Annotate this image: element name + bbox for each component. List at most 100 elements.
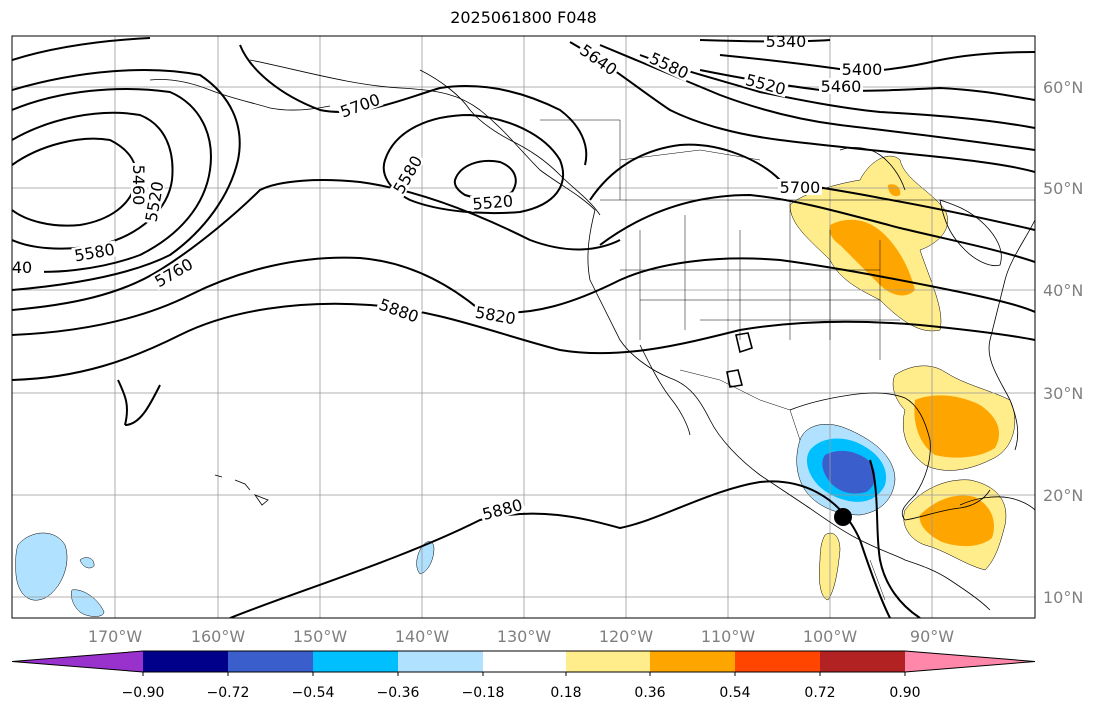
colorbar-tick-label: −0.18 — [462, 685, 505, 701]
colorbar-tick-label: 0.72 — [804, 685, 835, 701]
contour-label-bg — [778, 179, 822, 195]
contour-label: 5580 — [73, 240, 116, 266]
longitude-labels: 170°W 160°W 150°W 140°W 130°W 120°W 110°W 100°W… — [88, 627, 954, 646]
contour-label: 5520 — [744, 70, 788, 99]
contour-5580-west — [12, 88, 212, 273]
contour-5460-west — [12, 137, 138, 227]
contour-label: 5580 — [647, 49, 692, 83]
latitude-label: 10°N — [1043, 588, 1083, 607]
contour-5520-north — [639, 54, 1035, 129]
contour-5880-east — [12, 302, 1035, 381]
positive-anomaly-yucatan-core — [919, 495, 995, 547]
contour-5880-south — [229, 480, 891, 618]
contour-5520-low — [453, 160, 517, 200]
contour-5580-low — [382, 113, 565, 215]
negative-anomaly-sw — [15, 532, 68, 601]
contour-5640-west — [12, 69, 241, 291]
colorbar-segment — [820, 651, 905, 672]
contour-label-bg — [576, 40, 622, 79]
small-closed-contours — [726, 332, 753, 388]
longitude-label: 100°W — [803, 627, 858, 646]
contour-label: 5700 — [780, 178, 821, 197]
latitude-label: 30°N — [1043, 384, 1083, 403]
colorbar — [11, 650, 1036, 673]
colorbar-tick-label: −0.54 — [292, 685, 335, 701]
contour-5700-west — [12, 37, 151, 61]
colorbar-segment — [143, 651, 228, 672]
latitude-label: 60°N — [1043, 78, 1083, 97]
map-title: 2025061800 F048 — [450, 8, 597, 27]
colorbar-tick-label: 0.18 — [550, 685, 581, 701]
contour-label: 40 — [12, 258, 32, 277]
state-borders-horizontal — [620, 269, 900, 321]
shaded-field-layer — [15, 155, 1016, 617]
colorbar-tick-label: 0.36 — [634, 685, 665, 701]
colorbar-tick-label: −0.72 — [207, 685, 250, 701]
latitude-label: 40°N — [1043, 281, 1083, 300]
contour-label-bg — [131, 163, 147, 207]
colorbar-segment — [735, 651, 820, 672]
longitude-label: 140°W — [395, 627, 450, 646]
contour-label-bg — [819, 78, 863, 94]
contour-5760-east — [599, 193, 1035, 263]
contour-5880-southeast — [869, 459, 921, 618]
latitude-labels: 60°N 50°N 40°N 30°N 20°N 10°N — [1043, 78, 1083, 607]
colorbar-segment — [650, 651, 735, 672]
east-coast — [988, 219, 1035, 451]
contour-5820-west — [12, 256, 481, 336]
colorbar-tick-label: −0.36 — [377, 685, 420, 701]
contour-label: 5700 — [338, 90, 383, 122]
contour-label: 5880 — [480, 495, 524, 524]
colorbar-tick-labels: −0.90 −0.72 −0.54 −0.36 −0.18 0.18 0.36 0.54 0.7… — [122, 672, 921, 701]
political-borders — [540, 119, 1035, 601]
colorbar-segment — [398, 651, 483, 672]
contour-5700-low — [239, 44, 588, 166]
colorbar-segment — [483, 651, 566, 672]
negative-anomaly-sw3 — [71, 589, 105, 617]
colorbar-segment — [228, 651, 313, 672]
negative-anomaly-core — [822, 450, 876, 494]
graticule — [12, 36, 1035, 618]
us-mexico-border — [679, 369, 801, 441]
north-america-coast — [249, 59, 991, 611]
latitude-label: 20°N — [1043, 486, 1083, 505]
contour-5640 — [569, 41, 1035, 173]
height-contours — [12, 37, 1035, 618]
contour-label-bg — [336, 90, 384, 121]
longitude-label: 90°W — [910, 627, 954, 646]
contour-5400 — [719, 51, 1035, 74]
canada-provinces — [540, 119, 761, 200]
contour-label: 5460 — [129, 165, 148, 206]
contour-label-bg — [150, 254, 197, 291]
contour-5820-east — [479, 257, 1035, 314]
colorbar-tick-label: −0.90 — [122, 685, 165, 701]
colorbar-tick-label: 0.54 — [719, 685, 750, 701]
contour-label: 5460 — [821, 77, 862, 96]
contour-label-bg — [142, 178, 166, 225]
colorbar-segment — [313, 651, 398, 672]
central-america-border — [869, 559, 886, 601]
cuba — [959, 496, 1035, 511]
positive-anomaly-small — [888, 184, 901, 197]
longitude-label: 130°W — [497, 627, 552, 646]
contour-label-bg — [375, 295, 423, 326]
longitude-label: 150°W — [293, 627, 348, 646]
contour-label: 5580 — [389, 152, 426, 197]
contour-label: 5400 — [842, 60, 883, 79]
contour-label-bg — [71, 240, 118, 264]
contour-label-bg — [472, 303, 519, 327]
contour-label-bg — [645, 48, 693, 82]
map-frame — [11, 35, 1036, 619]
longitude-label: 170°W — [88, 627, 143, 646]
contour-label: 5340 — [766, 32, 807, 51]
alaska-coast — [419, 69, 601, 216]
longitude-label: 120°W — [599, 627, 654, 646]
colorbar-tick-label: 0.90 — [889, 685, 920, 701]
contour-label-bg — [0, 259, 44, 275]
contour-5880-west-lobe — [117, 379, 161, 426]
contour-label-bg — [742, 70, 790, 98]
contour-label-bg — [764, 33, 808, 49]
longitude-label: 160°W — [191, 627, 246, 646]
contour-label-bg — [389, 151, 426, 198]
